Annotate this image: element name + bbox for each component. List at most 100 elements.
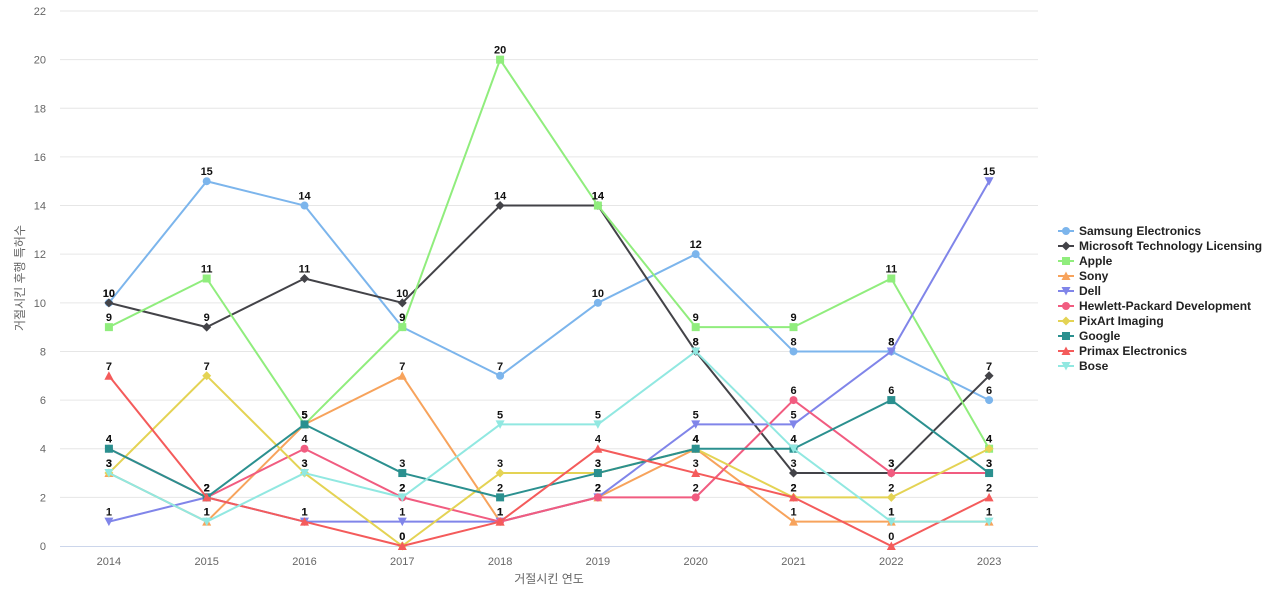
data-point <box>886 541 896 550</box>
data-label: 1 <box>497 507 503 519</box>
data-label: 20 <box>494 45 506 57</box>
data-point <box>887 274 896 283</box>
legend-item[interactable]: Hewlett-Packard Development <box>1058 299 1251 313</box>
legend-item[interactable]: Samsung Electronics <box>1058 224 1201 238</box>
series-bose[interactable] <box>104 347 994 527</box>
data-label: 3 <box>888 458 894 470</box>
data-point <box>789 420 798 429</box>
data-label: 4 <box>693 434 700 446</box>
data-point <box>789 468 798 478</box>
legend-item[interactable]: Sony <box>1058 269 1109 283</box>
legend-label: Google <box>1079 329 1121 343</box>
grid-lines <box>60 10 1038 498</box>
y-tick-label: 8 <box>40 346 46 358</box>
series-line <box>108 180 990 401</box>
data-point <box>202 517 212 527</box>
legend-item[interactable]: Apple <box>1058 254 1113 268</box>
data-label: 2 <box>204 482 210 494</box>
legend-item[interactable]: Google <box>1058 329 1121 343</box>
y-tick-label: 22 <box>34 6 46 18</box>
legend-item[interactable]: Primax Electronics <box>1058 344 1187 358</box>
data-label: 10 <box>396 288 408 300</box>
data-label: 14 <box>494 191 507 203</box>
data-label: 9 <box>204 312 210 324</box>
data-label: 8 <box>693 336 699 348</box>
y-tick-label: 16 <box>34 152 46 164</box>
data-label: 10 <box>592 288 604 300</box>
legend-item[interactable]: Microsoft Technology Licensing <box>1058 239 1262 253</box>
legend-item[interactable]: Dell <box>1058 284 1101 298</box>
legend-marker <box>1062 332 1070 340</box>
legend-label: Microsoft Technology Licensing <box>1079 239 1262 253</box>
data-label: 4 <box>693 434 700 446</box>
data-point <box>202 177 211 186</box>
data-label: 14 <box>592 191 605 203</box>
data-label: 1 <box>888 507 894 519</box>
data-label: 8 <box>790 336 796 348</box>
data-point <box>789 444 798 454</box>
data-label: 14 <box>592 191 605 203</box>
data-label: 4 <box>790 434 797 446</box>
data-point <box>104 517 114 527</box>
x-tick-label: 2015 <box>194 556 218 568</box>
data-label: 4 <box>106 434 113 446</box>
data-label: 7 <box>497 361 503 373</box>
data-point <box>104 323 113 332</box>
legend-marker <box>1062 227 1070 235</box>
data-label: 0 <box>399 531 405 543</box>
x-tick-label: 2016 <box>292 556 316 568</box>
data-point <box>104 371 114 380</box>
y-tick-label: 2 <box>40 492 46 504</box>
series-line <box>108 374 990 547</box>
data-label: 8 <box>888 336 894 348</box>
data-point <box>985 396 994 405</box>
data-point <box>300 420 309 429</box>
data-point <box>691 420 701 429</box>
data-point <box>691 444 700 453</box>
data-point <box>495 468 505 478</box>
data-label: 4 <box>986 434 993 446</box>
data-point <box>984 177 994 186</box>
data-label: 1 <box>888 507 894 519</box>
data-label: 3 <box>595 458 601 470</box>
data-label: 3 <box>301 458 307 470</box>
x-axis-title: 거절시킨 연도 <box>514 572 584 586</box>
data-label: 3 <box>888 458 894 470</box>
legend-item[interactable]: PixArt Imaging <box>1058 314 1164 328</box>
data-label: 8 <box>693 336 699 348</box>
x-tick-label: 2019 <box>586 556 610 568</box>
data-point <box>202 492 212 502</box>
data-label: 2 <box>595 482 601 494</box>
data-label: 2 <box>497 482 503 494</box>
data-point <box>495 201 505 211</box>
legend-item[interactable]: Bose <box>1058 359 1109 373</box>
series-line <box>108 375 990 547</box>
series-primax-electronics[interactable] <box>104 371 994 550</box>
data-label: 2 <box>888 482 894 494</box>
data-label: 4 <box>790 434 797 446</box>
data-label: 15 <box>983 166 995 178</box>
legend-label: Sony <box>1079 269 1109 283</box>
data-label: 1 <box>106 507 112 519</box>
data-label: 5 <box>790 409 796 421</box>
data-label: 3 <box>106 458 112 470</box>
series-samsung-electronics[interactable] <box>104 177 994 405</box>
data-label: 3 <box>106 458 112 470</box>
data-label: 1 <box>497 507 503 519</box>
data-point <box>397 298 407 308</box>
data-point <box>495 420 505 429</box>
data-point <box>104 469 114 478</box>
data-point <box>985 469 994 478</box>
data-label: 2 <box>595 482 601 494</box>
data-point <box>984 371 994 381</box>
data-point <box>593 493 602 502</box>
data-point <box>104 298 114 308</box>
data-label: 1 <box>497 507 503 519</box>
data-label: 4 <box>301 434 308 446</box>
data-point <box>300 444 309 453</box>
legend-marker <box>1061 362 1071 371</box>
data-label: 4 <box>595 434 602 446</box>
series-pixart-imaging[interactable] <box>104 371 994 551</box>
x-tick-label: 2023 <box>977 556 1001 568</box>
